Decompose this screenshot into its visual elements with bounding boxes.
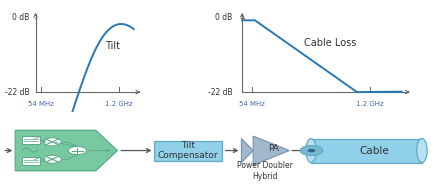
Ellipse shape: [305, 139, 316, 163]
FancyBboxPatch shape: [22, 136, 40, 144]
Text: 54 MHz: 54 MHz: [28, 101, 54, 107]
Text: 0 dB: 0 dB: [12, 13, 30, 22]
Text: Cable Loss: Cable Loss: [303, 38, 355, 48]
Text: 0 dB: 0 dB: [215, 13, 232, 22]
Text: 54 MHz: 54 MHz: [238, 101, 264, 107]
Text: Power Doubler
Hybrid: Power Doubler Hybrid: [237, 161, 293, 180]
Ellipse shape: [416, 139, 426, 163]
Circle shape: [299, 146, 322, 156]
Circle shape: [307, 149, 315, 152]
Text: Tilt
Compensator: Tilt Compensator: [158, 141, 218, 160]
Text: 1.2 GHz: 1.2 GHz: [105, 101, 132, 107]
Text: PA: PA: [267, 145, 278, 153]
Text: Tilt: Tilt: [105, 41, 119, 51]
FancyBboxPatch shape: [22, 157, 40, 165]
Text: -22 dB: -22 dB: [207, 88, 232, 96]
FancyBboxPatch shape: [310, 139, 421, 163]
Circle shape: [43, 138, 61, 146]
Text: -22 dB: -22 dB: [5, 88, 30, 96]
Text: Cable: Cable: [358, 146, 388, 156]
Polygon shape: [15, 130, 117, 171]
Text: 1.2 GHz: 1.2 GHz: [355, 101, 383, 107]
Circle shape: [43, 155, 61, 163]
Polygon shape: [253, 136, 289, 165]
Circle shape: [68, 146, 86, 155]
FancyBboxPatch shape: [154, 141, 221, 161]
Polygon shape: [241, 139, 253, 163]
